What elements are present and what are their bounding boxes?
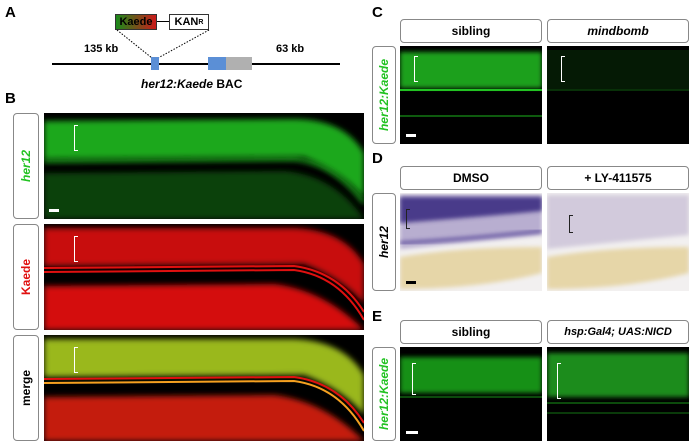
panel-d-letter: D xyxy=(372,150,383,167)
panel-c-mindbomb-image xyxy=(547,46,689,144)
panel-c-row-label: her12:Kaede xyxy=(372,46,396,144)
her12-bracket xyxy=(74,125,78,151)
bac-caption: her12:Kaede BAC xyxy=(141,77,242,91)
panel-e-row-label: her12:Kaede xyxy=(372,347,396,441)
her12-scale-bar xyxy=(49,209,59,212)
panel-e-scale-bar xyxy=(406,431,418,434)
panel-b-kaede-image xyxy=(44,224,364,330)
kaede-bracket xyxy=(74,236,78,262)
kaede-fluorescence xyxy=(44,228,364,330)
bac-backbone-line xyxy=(52,63,340,65)
panel-b-label-kaede: Kaede xyxy=(13,224,39,330)
panel-c-col-mindbomb: mindbomb xyxy=(547,19,689,43)
bac-caption-suffix: BAC xyxy=(213,77,243,91)
her12-exon xyxy=(208,57,226,70)
insertion-dotted-lines xyxy=(116,29,210,59)
panel-b-letter: B xyxy=(5,90,16,107)
panel-e-col-sibling: sibling xyxy=(400,320,542,344)
cassette-link-line xyxy=(157,21,169,22)
panel-d-row-label: her12 xyxy=(372,193,396,291)
panel-c-sibling-image xyxy=(400,46,542,144)
panel-c-mindbomb-bracket xyxy=(561,56,565,82)
panel-c-sibling-bracket xyxy=(414,56,418,82)
left-distance-label: 135 kb xyxy=(84,43,119,55)
panel-c-scale-bar xyxy=(406,134,416,137)
right-distance-label: 63 kb xyxy=(276,43,305,55)
panel-a-letter: A xyxy=(5,4,16,21)
panel-b-her12-image xyxy=(44,113,364,219)
kanr-label: KAN xyxy=(174,16,199,28)
merge-bracket xyxy=(74,347,78,373)
panel-e-sibling-image xyxy=(400,347,542,441)
panel-d-col-dmso: DMSO xyxy=(400,166,542,190)
merge-fluorescence xyxy=(44,339,364,441)
panel-c-col-sibling: sibling xyxy=(400,19,542,43)
kanr-cassette-box: KAN R xyxy=(169,14,209,30)
kaede-insert-exon xyxy=(151,57,159,70)
panel-e-nicd-image xyxy=(547,347,689,441)
her12-fluorescence xyxy=(44,119,364,219)
kanr-superscript: R xyxy=(198,18,204,26)
panel-b-label-merge: merge xyxy=(13,335,39,441)
panel-e-letter: E xyxy=(372,308,383,325)
panel-b-label-her12: her12 xyxy=(13,113,39,219)
panel-d-ly-bracket xyxy=(569,215,573,233)
panel-d-dmso-image xyxy=(400,193,542,291)
panel-e-nicd-bracket xyxy=(557,363,561,399)
bac-caption-gene: her12:Kaede xyxy=(141,77,214,91)
panel-d-ly411575-image xyxy=(547,193,689,291)
panel-c-letter: C xyxy=(372,4,383,21)
panel-d-dmso-bracket xyxy=(406,209,410,229)
kaede-cassette-label: Kaede xyxy=(119,16,153,28)
her12-gene-body xyxy=(226,57,252,70)
panel-d-scale-bar xyxy=(406,281,416,284)
kaede-cassette-box: Kaede xyxy=(115,14,157,30)
panel-e-col-nicd: hsp:Gal4; UAS:NICD xyxy=(547,320,689,344)
panel-d-col-ly411575: + LY-411575 xyxy=(547,166,689,190)
panel-b-merge-image xyxy=(44,335,364,441)
panel-e-sibling-bracket xyxy=(412,363,416,395)
